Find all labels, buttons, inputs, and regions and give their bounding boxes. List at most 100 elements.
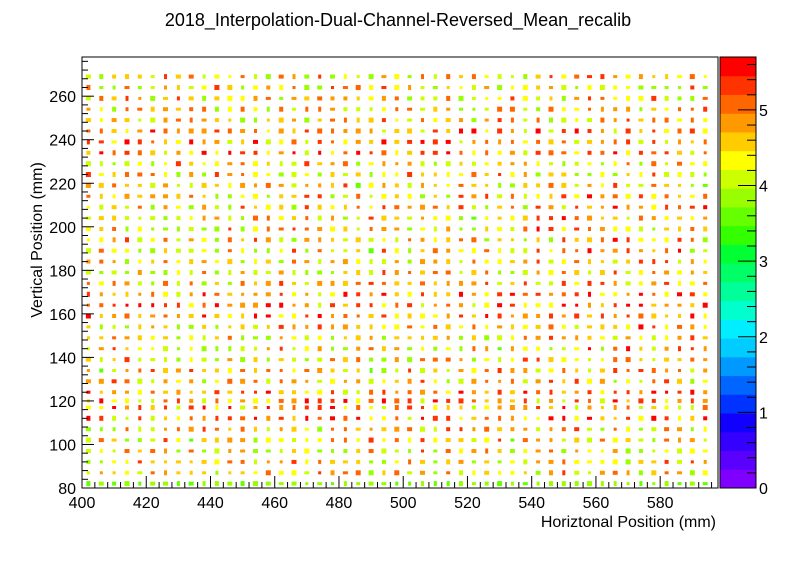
heatmap-cell <box>536 237 540 243</box>
heatmap-cell <box>253 85 258 90</box>
heatmap-cell <box>407 347 413 351</box>
heatmap-cell <box>395 237 399 243</box>
heatmap-cell <box>407 259 412 264</box>
heatmap-cell <box>343 139 348 145</box>
heatmap-cell <box>485 205 489 210</box>
heatmap-cell <box>240 369 246 372</box>
heatmap-cell <box>266 378 271 384</box>
heatmap-cell <box>188 303 194 308</box>
heatmap-cell <box>677 292 682 297</box>
heatmap-cell <box>215 150 219 155</box>
heatmap-cell <box>278 117 284 123</box>
heatmap-cell <box>304 471 310 475</box>
heatmap-cell <box>228 227 232 231</box>
colorbar-segment <box>720 281 756 302</box>
heatmap-cell <box>318 302 322 308</box>
heatmap-cell <box>420 389 425 395</box>
heatmap-cell <box>510 368 515 373</box>
heatmap-cell <box>176 96 180 101</box>
heatmap-cell <box>369 292 373 297</box>
heatmap-cell <box>638 449 643 453</box>
heatmap-cell <box>228 427 232 431</box>
heatmap-cell <box>678 314 681 318</box>
heatmap-cell <box>330 226 335 232</box>
heatmap-cell <box>227 95 233 101</box>
heatmap-cell <box>368 96 374 101</box>
heatmap-cell <box>497 106 503 112</box>
heatmap-cell <box>703 139 707 145</box>
heatmap-cell <box>497 405 502 410</box>
heatmap-cell <box>356 303 361 308</box>
heatmap-cell <box>421 416 424 420</box>
heatmap-cell <box>150 390 155 394</box>
heatmap-cell <box>702 128 708 134</box>
heatmap-cell <box>626 369 630 372</box>
heatmap-cell <box>137 226 142 232</box>
heatmap-cell <box>536 460 541 464</box>
heatmap-cell <box>510 117 514 123</box>
heatmap-cell <box>459 128 463 134</box>
heatmap-cell <box>664 405 669 410</box>
heatmap-cell <box>562 399 566 403</box>
heatmap-cell <box>227 85 233 90</box>
heatmap-cell <box>510 96 515 101</box>
heatmap-cell <box>188 248 194 253</box>
heatmap-cell <box>588 291 591 297</box>
heatmap-cell <box>381 357 387 362</box>
heatmap-cell <box>664 172 670 177</box>
heatmap-cell <box>689 448 695 454</box>
heatmap-cell <box>253 302 258 308</box>
heatmap-cell <box>652 358 656 362</box>
heatmap-cell <box>201 260 207 264</box>
heatmap-cell <box>330 406 335 409</box>
heatmap-cell <box>342 357 348 363</box>
heatmap-cell <box>279 346 283 351</box>
heatmap-cell <box>689 74 695 80</box>
heatmap-cell <box>176 216 181 221</box>
colorbar-segment <box>720 75 756 95</box>
heatmap-cell <box>215 324 219 329</box>
x-axis: 400 420 440 460 480 500 520 540 560 580 <box>69 476 713 512</box>
heatmap-cell <box>702 398 708 403</box>
heatmap-cell <box>703 193 708 199</box>
heatmap-cell <box>305 459 309 465</box>
heatmap-cell <box>318 471 322 475</box>
heatmap-cell <box>523 416 527 421</box>
heatmap-cell <box>188 86 194 89</box>
heatmap-cell <box>395 107 399 112</box>
heatmap-cell <box>574 183 579 187</box>
heatmap-cell <box>471 378 477 384</box>
heatmap-cell <box>561 227 566 231</box>
colorbar-segment <box>720 113 756 133</box>
heatmap-cell <box>125 216 129 221</box>
heatmap-cell <box>227 460 233 464</box>
heatmap-cell <box>317 405 322 410</box>
heatmap-cell <box>395 118 399 122</box>
heatmap-cell <box>137 449 142 453</box>
heatmap-cell <box>253 481 258 487</box>
heatmap-cell <box>278 416 284 420</box>
heatmap-cell <box>548 259 554 264</box>
heatmap-cell <box>99 193 103 199</box>
heatmap-cell <box>612 437 618 443</box>
heatmap-cell <box>188 74 194 79</box>
heatmap-cell <box>369 389 374 395</box>
heatmap-cell <box>664 291 669 297</box>
heatmap-cell <box>613 390 617 394</box>
heatmap-cell <box>99 237 104 243</box>
heatmap-cell <box>112 358 116 362</box>
heatmap-cell <box>432 314 438 318</box>
heatmap-cell <box>241 335 245 341</box>
heatmap-cell <box>228 471 232 475</box>
heatmap-cell <box>420 204 425 210</box>
heatmap-cell <box>536 161 540 167</box>
heatmap-cell <box>625 459 631 465</box>
heatmap-cell <box>600 205 604 209</box>
heatmap-cell <box>331 86 334 89</box>
heatmap-cell <box>549 389 553 395</box>
heatmap-cell <box>228 449 232 453</box>
heatmap-cell <box>471 292 476 296</box>
heatmap-cell <box>536 259 540 264</box>
heatmap-cell <box>652 325 656 329</box>
heatmap-cell <box>163 368 168 373</box>
